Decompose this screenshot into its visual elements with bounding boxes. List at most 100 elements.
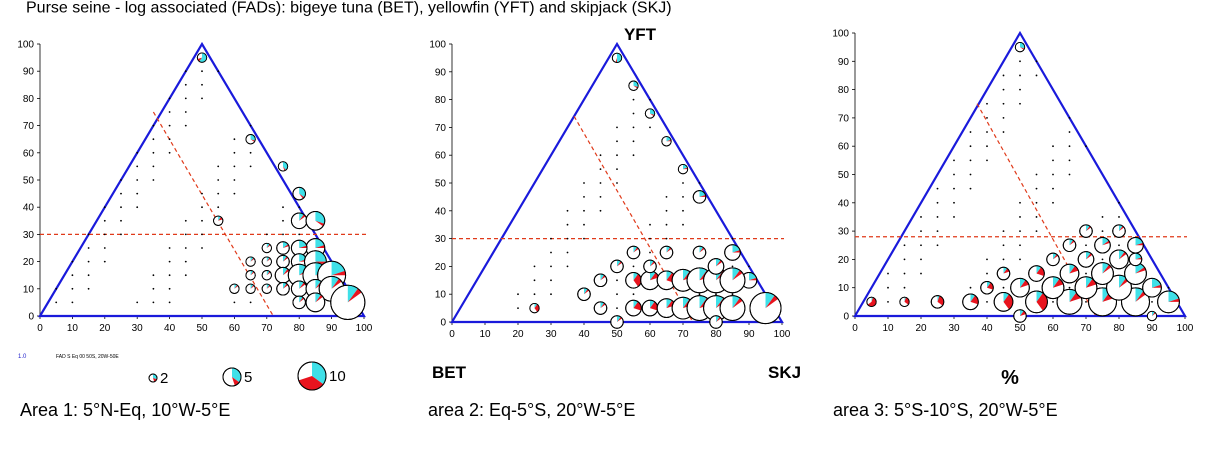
small-catch-dot — [953, 173, 955, 176]
small-catch-dot — [1019, 230, 1021, 233]
small-catch-dot — [731, 237, 734, 240]
y-tick-label: 70 — [838, 113, 850, 124]
bubble-point — [276, 282, 290, 296]
y-tick-label: 20 — [435, 262, 447, 273]
small-catch-dot — [1019, 60, 1021, 63]
small-catch-dot — [986, 117, 988, 119]
bubble-point — [930, 295, 945, 309]
small-catch-dot — [953, 159, 955, 162]
small-catch-dot — [1052, 145, 1054, 148]
small-catch-dot — [1002, 258, 1005, 261]
small-catch-dot — [1019, 244, 1021, 247]
small-catch-dot — [1002, 74, 1005, 77]
small-catch-dot — [887, 272, 889, 275]
caption-area-3: area 3: 5°S-10°S, 20°W-5°E — [833, 400, 1058, 420]
bubble-point — [196, 52, 208, 63]
bubble-point — [1056, 288, 1083, 315]
small-catch-dot — [103, 206, 106, 209]
caption-area-1: Area 1: 5°N-Eq, 10°W-5°E — [20, 400, 230, 420]
small-catch-dot — [249, 301, 252, 304]
bubble-point — [1127, 236, 1144, 254]
small-catch-dot — [517, 293, 519, 296]
small-catch-dot — [201, 192, 203, 195]
legend-bubble — [222, 367, 242, 387]
small-catch-dot — [103, 260, 106, 263]
small-catch-dot — [55, 287, 58, 290]
small-catch-dot — [632, 98, 635, 101]
small-catch-dot — [649, 237, 651, 240]
small-catch-dot — [903, 244, 906, 247]
small-catch-dot — [920, 230, 922, 233]
small-catch-dot — [136, 206, 139, 209]
bet-threshold-line — [976, 103, 1097, 317]
x-tick-label: 30 — [948, 323, 960, 334]
small-catch-dot — [1002, 286, 1005, 289]
small-catch-dot — [136, 179, 139, 181]
small-catch-dot — [903, 286, 906, 289]
small-catch-dot — [87, 233, 90, 236]
legend-index-text: 1.0 — [18, 354, 27, 360]
bubble-point — [593, 273, 608, 288]
small-catch-dot — [698, 182, 701, 184]
x-tick-label: 100 — [356, 323, 373, 334]
x-tick-label: 40 — [164, 323, 176, 334]
small-catch-dot — [168, 247, 171, 249]
small-catch-dot — [665, 223, 668, 226]
small-catch-dot — [566, 237, 569, 240]
small-catch-dot — [184, 111, 187, 113]
small-catch-dot — [217, 70, 220, 73]
y-tick-label: 90 — [838, 57, 850, 68]
small-catch-dot — [168, 124, 171, 127]
small-catch-dot — [583, 223, 585, 226]
small-catch-dot — [887, 286, 889, 289]
y-tick-label: 70 — [435, 123, 447, 134]
bubble-point — [276, 241, 290, 255]
small-catch-dot — [715, 293, 717, 296]
legend-bubble — [297, 361, 327, 391]
bubble-point — [276, 254, 290, 269]
small-catch-dot — [168, 151, 171, 154]
small-catch-dot — [136, 151, 139, 154]
small-catch-dot — [649, 223, 651, 226]
small-catch-dot — [1019, 216, 1021, 218]
small-catch-dot — [1002, 117, 1005, 119]
small-catch-dot — [217, 206, 220, 209]
small-catch-dot — [969, 131, 972, 133]
small-catch-dot — [1068, 173, 1071, 176]
small-catch-dot — [682, 209, 684, 212]
bubble-point — [610, 315, 624, 329]
bubble-point — [1062, 238, 1077, 252]
small-catch-dot — [665, 209, 668, 212]
small-catch-dot — [517, 307, 519, 309]
small-catch-dot — [920, 216, 922, 218]
y-tick-label: 50 — [435, 179, 447, 190]
bubble-point — [245, 134, 256, 145]
small-catch-dot — [1052, 187, 1054, 190]
bubble-point — [709, 315, 723, 329]
x-tick-label: 0 — [449, 329, 455, 340]
small-catch-dot — [282, 206, 284, 209]
small-catch-dot — [249, 165, 252, 168]
bubble-point — [610, 259, 624, 274]
y-tick-label: 40 — [838, 198, 850, 209]
bubble-point — [330, 284, 366, 320]
small-catch-dot — [298, 206, 301, 209]
small-catch-dot — [903, 258, 906, 261]
x-tick-label: 80 — [710, 329, 722, 340]
small-catch-dot — [986, 145, 988, 148]
bubble-point — [1041, 276, 1065, 300]
small-catch-dot — [1101, 216, 1104, 218]
x-tick-label: 100 — [1177, 323, 1194, 334]
small-catch-dot — [616, 168, 618, 171]
small-catch-dot — [184, 260, 187, 263]
y-tick-label: 90 — [435, 67, 447, 78]
small-catch-dot — [71, 301, 74, 304]
small-catch-dot — [1052, 173, 1054, 176]
small-catch-dot — [1068, 145, 1071, 148]
small-catch-dot — [682, 182, 684, 184]
x-tick-label: 90 — [743, 329, 755, 340]
bubble-point — [1014, 42, 1026, 53]
bubble-point — [993, 292, 1014, 312]
small-catch-dot — [1019, 102, 1021, 105]
small-catch-dot — [120, 192, 122, 195]
